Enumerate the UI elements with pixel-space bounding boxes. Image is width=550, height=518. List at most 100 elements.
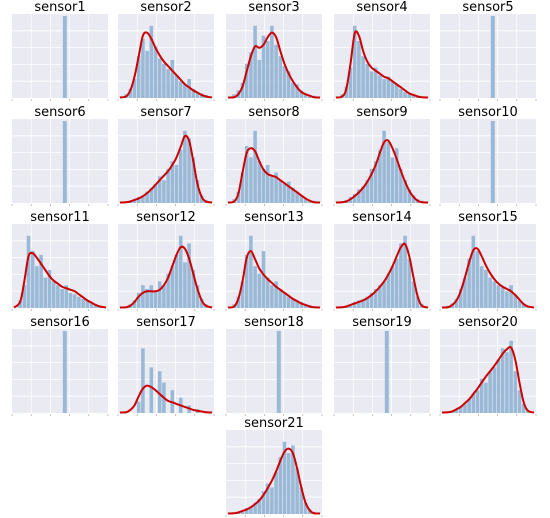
histogram-bar xyxy=(270,176,274,203)
histogram-bar xyxy=(132,199,137,203)
kde-curve xyxy=(227,249,321,309)
histogram-bar xyxy=(386,273,391,308)
histogram-bar xyxy=(174,75,179,98)
histogram-bar xyxy=(240,172,245,203)
histogram-bar xyxy=(195,285,200,308)
subplot-sensor17: sensor17 xyxy=(117,315,215,416)
kde-curve xyxy=(119,245,213,309)
histogram-bar xyxy=(496,359,501,413)
histogram-bar xyxy=(274,172,278,203)
histogram-bar xyxy=(244,254,249,308)
histogram-bar xyxy=(369,71,374,98)
histogram-bar xyxy=(157,371,162,413)
histogram-bar xyxy=(43,277,48,308)
histogram-bar xyxy=(382,79,386,98)
subplot-title: sensor7 xyxy=(140,105,191,120)
histogram-bar xyxy=(509,285,513,308)
histogram-bar xyxy=(373,161,378,203)
subplot-title: sensor16 xyxy=(30,315,90,330)
histogram-bar xyxy=(303,502,308,514)
kde-curve xyxy=(119,384,213,414)
subplot-sensor11: sensor11 xyxy=(11,210,109,311)
histogram-bar xyxy=(415,296,420,308)
subplot-sensor16: sensor16 xyxy=(11,315,109,416)
subplot-title: sensor21 xyxy=(244,416,304,431)
histogram-bar xyxy=(56,285,60,308)
subplot-title: sensor17 xyxy=(136,315,196,330)
histogram-bar xyxy=(307,509,312,514)
histogram-bar xyxy=(291,187,295,203)
plot-area xyxy=(226,14,322,98)
subplot-title: sensor19 xyxy=(352,315,412,330)
histogram-bar xyxy=(365,296,370,308)
histogram-bar xyxy=(361,186,365,203)
subplot-sensor1: sensor1 xyxy=(11,0,109,101)
histogram-bar xyxy=(149,285,154,308)
subplot-title: sensor13 xyxy=(244,210,304,225)
histogram-bar xyxy=(291,298,295,308)
histogram-bar xyxy=(369,292,374,308)
histogram-bar xyxy=(166,69,170,98)
histogram-bar xyxy=(407,94,412,98)
histogram-bar xyxy=(361,298,365,308)
plot-area xyxy=(334,329,430,413)
histogram-bar xyxy=(407,189,412,203)
subplot-sensor10: sensor10 xyxy=(439,105,537,206)
histogram-bar xyxy=(162,63,166,98)
subplot-sensor6: sensor6 xyxy=(11,105,109,206)
subplot-sensor3: sensor3 xyxy=(225,0,323,101)
histogram-bar xyxy=(136,292,141,308)
histogram-bar xyxy=(390,266,395,308)
histogram-bar xyxy=(282,66,287,98)
histogram-bar xyxy=(303,198,308,203)
histogram-bar xyxy=(253,502,257,514)
histogram-bar xyxy=(361,56,365,98)
histogram-bar xyxy=(411,195,416,203)
histogram-bar xyxy=(378,149,382,203)
histogram-bar xyxy=(257,60,262,98)
subplot-sensor9: sensor9 xyxy=(333,105,431,206)
subplot-sensor20: sensor20 xyxy=(439,315,537,416)
kde-curve xyxy=(227,31,321,99)
subplot-sensor2: sensor2 xyxy=(117,0,215,101)
histogram-bar xyxy=(166,168,170,203)
plot-area xyxy=(226,119,322,203)
histogram-bar xyxy=(500,348,505,413)
histogram-bar xyxy=(291,445,295,514)
histogram-bar xyxy=(463,277,467,308)
plot-area xyxy=(334,14,430,98)
histogram-bar xyxy=(162,180,166,203)
histogram-bar xyxy=(136,56,141,98)
histogram-bar xyxy=(475,390,480,413)
histogram-bar xyxy=(365,180,370,203)
histogram-bar xyxy=(253,266,257,308)
histogram-bar xyxy=(257,161,262,203)
histogram-bar xyxy=(244,507,249,514)
histogram-bar xyxy=(132,300,137,308)
histogram-bar xyxy=(411,281,416,308)
histogram-bar xyxy=(386,76,391,98)
histogram-bar xyxy=(68,292,73,308)
histogram-bar xyxy=(265,483,270,514)
histogram-bar xyxy=(278,457,283,514)
kde-curve xyxy=(335,139,429,204)
histogram-bar xyxy=(295,468,299,514)
histogram-bar xyxy=(274,44,278,98)
histogram-bar xyxy=(382,130,386,203)
subplot-title: sensor10 xyxy=(458,105,518,120)
histogram-bar xyxy=(136,196,141,203)
histogram-bar xyxy=(128,88,133,98)
histogram-bar xyxy=(141,38,145,98)
histogram-bar xyxy=(454,409,459,413)
subplot-title: sensor20 xyxy=(458,315,518,330)
histogram-bar xyxy=(257,273,262,308)
histogram-bar xyxy=(157,58,162,98)
histogram-bar xyxy=(274,472,278,514)
histogram-bar xyxy=(403,91,407,98)
histogram-bar xyxy=(295,84,299,98)
histogram-bar xyxy=(141,285,145,308)
histogram-bar xyxy=(492,367,497,413)
plot-area xyxy=(334,224,430,308)
subplot-sensor14: sensor14 xyxy=(333,210,431,311)
